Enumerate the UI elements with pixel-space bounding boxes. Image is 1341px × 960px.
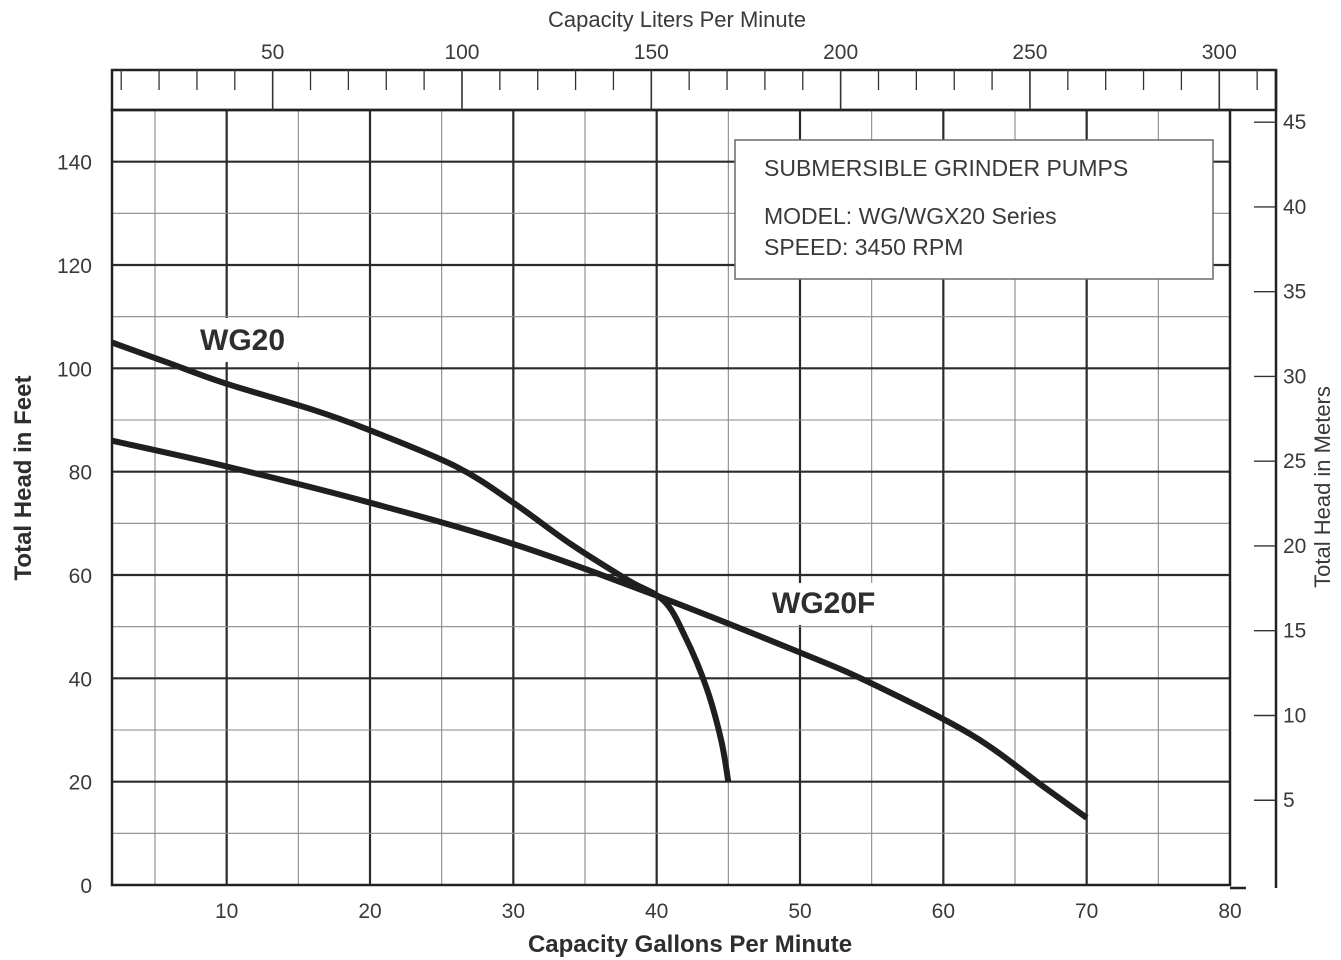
x-axis-title: Capacity Gallons Per Minute [528,931,852,958]
x-tick-label: 20 [358,900,381,923]
series-label-backing-wg20 [196,318,320,362]
x-tick-label: 60 [932,900,955,923]
x2-tick-label: 200 [823,41,858,64]
x-tick-label: 50 [788,900,811,923]
x-tick-label: 70 [1075,900,1098,923]
y2-tick-label: 10 [1283,704,1306,727]
y2-axis-title: Total Head in Meters [1310,386,1335,588]
y-tick-label: 140 [57,152,92,175]
legend-model: MODEL: WG/WGX20 Series [764,203,1057,229]
y-axis-title: Total Head in Feet [10,376,37,581]
y2-tick-label: 25 [1283,450,1306,473]
top-axis-bar [110,68,1278,112]
x2-tick-label: 250 [1012,41,1047,64]
legend-frame [734,139,1214,280]
y-tick-label: 0 [80,875,92,898]
legend-title: SUBMERSIBLE GRINDER PUMPS [764,155,1128,181]
y2-tick-label: 45 [1283,111,1306,134]
y-tick-label: 120 [57,255,92,278]
series-label-wg20f: WG20F [772,587,875,620]
x2-tick-label: 150 [634,41,669,64]
y2-tick-label: 5 [1283,789,1295,812]
series-lines [110,339,1089,821]
x2-tick-label: 50 [261,41,284,64]
x2-axis-title: Capacity Liters Per Minute [548,7,806,32]
x-tick-label: 10 [215,900,238,923]
x-tick-label: 30 [502,900,525,923]
y-tick-label: 80 [69,462,92,485]
x-tick-label: 40 [645,900,668,923]
y-tick-label: 100 [57,358,92,381]
series-line-wg20f [111,437,1089,821]
legend-speed: SPEED: 3450 RPM [764,234,963,260]
series-line-wg20 [110,339,732,783]
y2-tick-label: 20 [1283,535,1306,558]
y-tick-label: 60 [69,565,92,588]
y-tick-label: 40 [69,668,92,691]
y2-tick-label: 15 [1283,620,1306,643]
y-tick-label: 20 [69,772,92,795]
y2-tick-label: 30 [1283,365,1306,388]
x2-tick-label: 300 [1202,41,1237,64]
x2-tick-label: 100 [444,41,479,64]
y2-tick-label: 35 [1283,281,1306,304]
legend-box: SUBMERSIBLE GRINDER PUMPS MODEL: WG/WGX2… [734,139,1214,280]
x-tick-label: 80 [1218,900,1241,923]
series-label-wg20: WG20 [200,324,285,357]
series-label-backing-wg20f [768,583,880,625]
y2-tick-label: 40 [1283,196,1306,219]
